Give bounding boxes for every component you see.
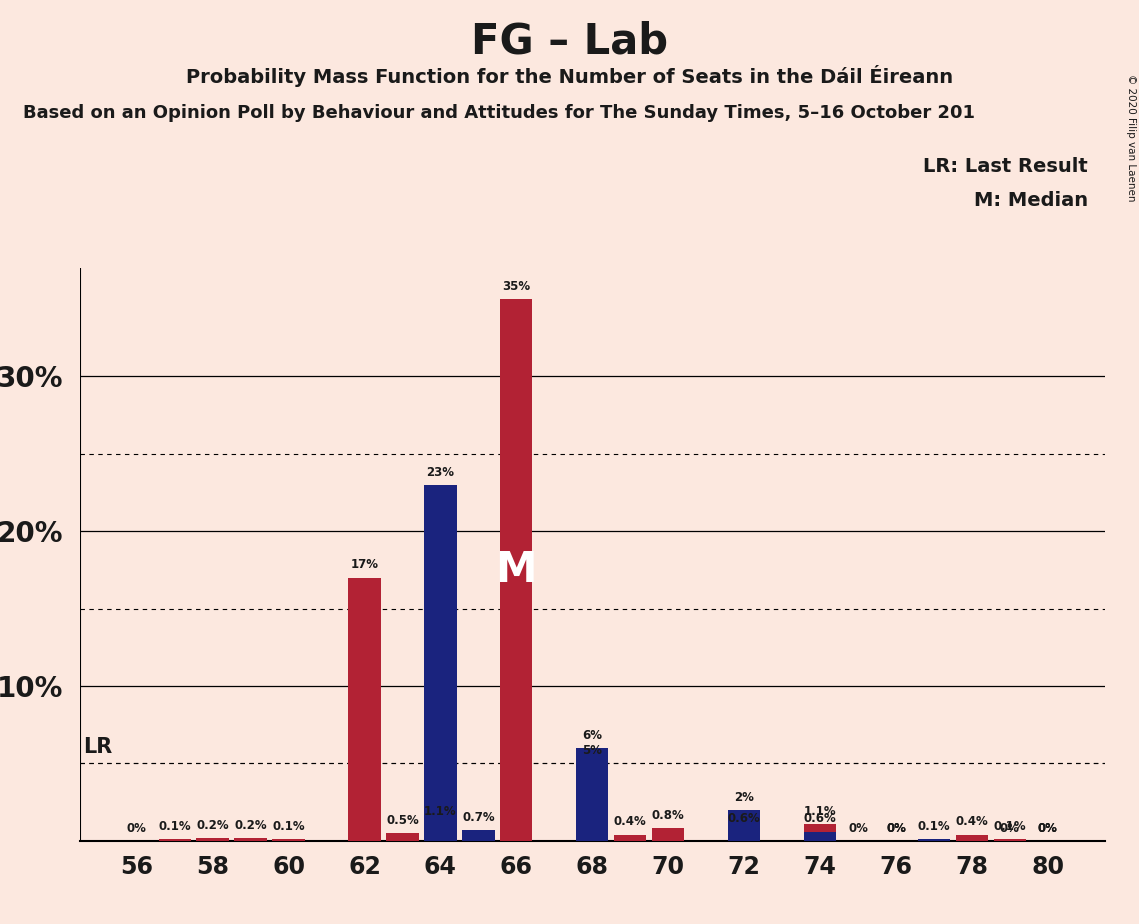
Text: 5%: 5% bbox=[582, 744, 603, 758]
Bar bbox=[652, 829, 685, 841]
Text: 0.1%: 0.1% bbox=[993, 821, 1026, 833]
Text: 23%: 23% bbox=[426, 466, 454, 479]
Text: 0.7%: 0.7% bbox=[462, 810, 494, 824]
Bar bbox=[424, 485, 457, 841]
Text: 1.1%: 1.1% bbox=[804, 805, 836, 818]
Text: 0.1%: 0.1% bbox=[272, 821, 305, 833]
Text: 6%: 6% bbox=[582, 729, 603, 742]
Bar bbox=[993, 839, 1026, 841]
Text: 0%: 0% bbox=[849, 821, 868, 834]
Text: 0%: 0% bbox=[886, 821, 906, 834]
Text: 1.1%: 1.1% bbox=[424, 805, 457, 818]
Text: 0.6%: 0.6% bbox=[804, 812, 836, 825]
Bar bbox=[804, 824, 836, 841]
Text: LR: LR bbox=[83, 737, 113, 758]
Bar bbox=[196, 838, 229, 841]
Text: 0.8%: 0.8% bbox=[652, 809, 685, 822]
Text: 0%: 0% bbox=[886, 821, 906, 834]
Bar bbox=[235, 838, 267, 841]
Bar bbox=[424, 824, 457, 841]
Bar bbox=[386, 833, 418, 841]
Text: © 2020 Filip van Laenen: © 2020 Filip van Laenen bbox=[1126, 74, 1136, 201]
Bar bbox=[158, 839, 190, 841]
Text: Probability Mass Function for the Number of Seats in the Dáil Éireann: Probability Mass Function for the Number… bbox=[186, 65, 953, 87]
Bar bbox=[804, 832, 836, 841]
Text: Based on an Opinion Poll by Behaviour and Attitudes for The Sunday Times, 5–16 O: Based on an Opinion Poll by Behaviour an… bbox=[23, 104, 975, 122]
Text: 0.1%: 0.1% bbox=[918, 821, 950, 833]
Text: M: Median: M: Median bbox=[974, 191, 1088, 211]
Text: 0%: 0% bbox=[1038, 821, 1058, 834]
Text: 0.4%: 0.4% bbox=[614, 816, 647, 829]
Text: 0%: 0% bbox=[1000, 821, 1019, 834]
Bar bbox=[272, 839, 304, 841]
Bar bbox=[728, 809, 760, 841]
Text: LR: Last Result: LR: Last Result bbox=[923, 157, 1088, 176]
Bar bbox=[576, 748, 608, 841]
Bar bbox=[918, 839, 950, 841]
Bar bbox=[728, 832, 760, 841]
Text: 0%: 0% bbox=[126, 821, 147, 834]
Text: 2%: 2% bbox=[735, 791, 754, 804]
Bar bbox=[349, 578, 380, 841]
Bar bbox=[500, 299, 532, 841]
Bar bbox=[576, 763, 608, 841]
Text: 0.6%: 0.6% bbox=[728, 812, 761, 825]
Text: 0.1%: 0.1% bbox=[158, 821, 191, 833]
Text: 35%: 35% bbox=[502, 280, 531, 293]
Bar bbox=[614, 834, 646, 841]
Text: 0.2%: 0.2% bbox=[235, 819, 267, 832]
Text: 0.2%: 0.2% bbox=[196, 819, 229, 832]
Text: 0%: 0% bbox=[1038, 821, 1058, 834]
Text: 0.4%: 0.4% bbox=[956, 816, 989, 829]
Bar bbox=[462, 830, 494, 841]
Text: M: M bbox=[495, 549, 538, 590]
Text: FG – Lab: FG – Lab bbox=[470, 20, 669, 62]
Text: 17%: 17% bbox=[351, 558, 378, 571]
Bar bbox=[956, 834, 988, 841]
Text: 0.5%: 0.5% bbox=[386, 814, 419, 827]
